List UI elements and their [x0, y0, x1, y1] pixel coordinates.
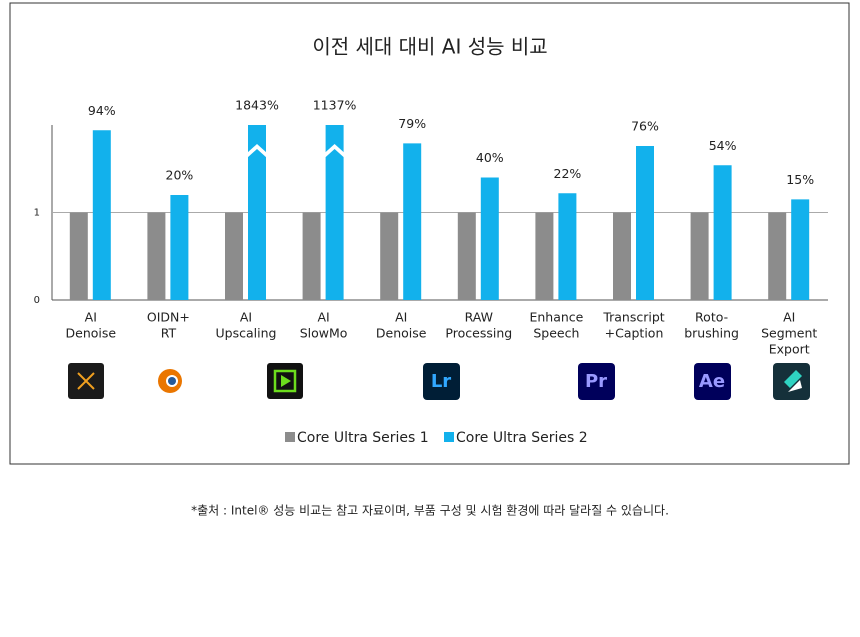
icon	[784, 370, 802, 388]
icon-text: Lr	[431, 371, 451, 392]
bar	[69, 212, 88, 300]
icon	[423, 363, 460, 400]
bar	[768, 212, 787, 300]
x-tick-label: +Caption	[605, 326, 664, 341]
bar	[690, 212, 709, 300]
y-tick-label: 0	[34, 295, 40, 306]
value-label: 20%	[166, 168, 194, 183]
chart-title: 이전 세대 대비 AI 성능 비교	[312, 35, 547, 59]
bar	[248, 125, 266, 300]
x-tick-label: RAW	[465, 310, 493, 325]
value-label: 76%	[631, 119, 659, 134]
bar	[325, 125, 344, 300]
value-label: 40%	[476, 150, 504, 165]
icon	[788, 380, 802, 392]
icon-text: Ae	[699, 371, 725, 392]
x-tick-label: AI	[240, 310, 252, 325]
x-tick-label: OIDN+	[147, 310, 190, 325]
value-label: 79%	[398, 116, 426, 131]
bar	[480, 177, 499, 300]
bar	[613, 212, 631, 300]
x-tick-label: Denoise	[66, 326, 117, 341]
legend-swatch	[285, 432, 295, 442]
bar	[558, 193, 577, 300]
break-mark	[247, 144, 267, 158]
value-label: 54%	[709, 138, 737, 153]
break-mark	[324, 144, 345, 158]
bar	[403, 143, 422, 300]
value-label: 94%	[88, 103, 116, 118]
bar	[791, 199, 810, 300]
x-tick-label: Speech	[533, 326, 579, 341]
icon	[281, 375, 291, 387]
icons: Lr Pr Ae	[68, 363, 810, 400]
x-tick-label: Processing	[445, 326, 512, 341]
plot-area	[69, 125, 810, 300]
x-tick-label: AI	[395, 310, 407, 325]
legend-label: Core Ultra Series 2	[456, 430, 588, 446]
x-tick-label: Roto-	[695, 310, 728, 325]
bar	[92, 130, 111, 300]
x-tick-label: Enhance	[529, 310, 583, 325]
y-tick-label: 1	[34, 208, 40, 219]
bar	[225, 212, 243, 300]
icon	[578, 363, 615, 400]
bar	[170, 195, 189, 300]
value-label: 15%	[786, 172, 814, 187]
x-tick-label: AI	[783, 310, 795, 325]
bar	[380, 212, 399, 300]
value-label: 1137%	[313, 98, 357, 113]
x-tick-label: Export	[769, 342, 810, 357]
value-label: 1843%	[235, 98, 279, 113]
x-tick-label: AI	[317, 310, 329, 325]
legend-label: Core Ultra Series 1	[297, 430, 429, 446]
x-tick-label: Segment	[761, 326, 817, 341]
bar	[535, 212, 554, 300]
icon	[77, 372, 95, 390]
bar	[302, 212, 321, 300]
x-tick-label: Denoise	[376, 326, 427, 341]
footnote: *출처 : Intel® 성능 비교는 참고 자료이며, 부품 구성 및 시험 …	[191, 504, 669, 518]
x-tick-label: AI	[85, 310, 97, 325]
bar	[713, 165, 732, 300]
x-tick-label: Transcript	[602, 310, 664, 325]
x-tick-label: Upscaling	[216, 326, 277, 341]
icon	[694, 363, 731, 400]
icon	[273, 369, 297, 393]
icon	[168, 377, 176, 385]
value-label: 22%	[554, 166, 582, 181]
x-tick-label: SlowMo	[300, 326, 348, 341]
x-tick-label: RT	[161, 326, 177, 341]
bar	[636, 146, 654, 300]
bar	[457, 212, 476, 300]
x-tick-label: brushing	[684, 326, 739, 341]
icon-text: Pr	[585, 371, 607, 392]
frame	[9, 2, 850, 465]
legend-swatch	[444, 432, 454, 442]
bar	[147, 212, 166, 300]
